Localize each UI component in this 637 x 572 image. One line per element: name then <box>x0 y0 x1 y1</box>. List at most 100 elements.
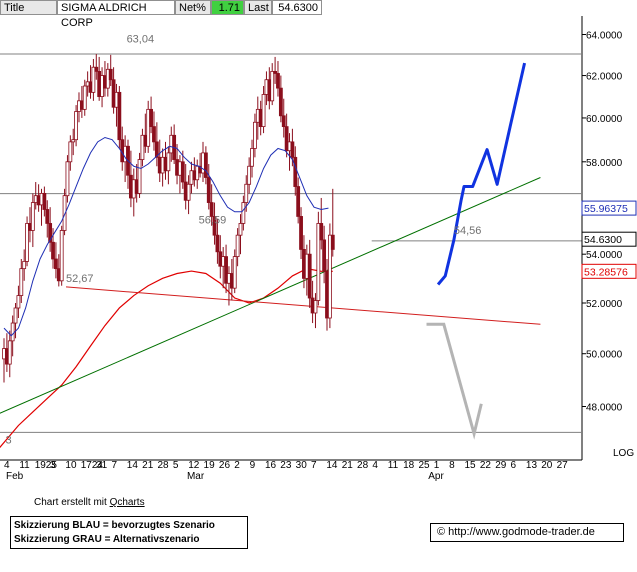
price-annotation: 3 <box>5 434 11 446</box>
candle-body <box>319 223 324 241</box>
candle-body <box>59 230 64 282</box>
candle-body <box>22 260 27 270</box>
credit-text: Chart erstellt mit <box>34 497 110 508</box>
candle-body <box>25 223 29 262</box>
candle-body <box>284 126 289 152</box>
x-day-label: 1724 <box>81 460 104 471</box>
candle-body <box>30 202 35 231</box>
scenario-legend: Skizzierung BLAU = bevorzugtes Szenario … <box>10 516 248 549</box>
x-day-label: 7 <box>311 460 317 471</box>
value-box-label: 53.28576 <box>584 266 628 278</box>
y-tick-label: 50.0000 <box>586 350 623 361</box>
x-day-label: 9 <box>250 460 256 471</box>
x-day-label: 14 <box>326 460 338 471</box>
candle-body <box>13 307 18 324</box>
candle-body <box>48 223 53 243</box>
candle-body <box>154 141 159 158</box>
y-tick-label: 52.0000 <box>586 299 623 310</box>
candle-body <box>74 111 78 141</box>
x-day-label: 13 <box>526 460 538 471</box>
header-title-value: SIGMA ALDRICH CORP <box>57 0 175 29</box>
candle-body <box>42 192 47 210</box>
x-day-label: 2 <box>234 460 240 471</box>
candle-body <box>253 121 257 149</box>
qcharts-link[interactable]: Qcharts <box>109 497 145 508</box>
candle-body <box>250 148 254 167</box>
x-day-label: 14 <box>127 460 139 471</box>
candle-body <box>244 183 249 203</box>
candle-body <box>215 234 220 253</box>
x-day-label: 26 <box>219 460 231 471</box>
candle-body <box>290 141 295 158</box>
x-day-label: 4 <box>372 460 378 471</box>
ma-long-line <box>0 268 333 448</box>
value-box <box>581 200 637 216</box>
legend-blue: Skizzierung BLAU = bevorzugtes Szenario <box>14 520 215 531</box>
x-day-label: 22 <box>480 460 492 471</box>
x-day-label: 28 <box>158 460 170 471</box>
candle-body <box>71 139 76 143</box>
price-annotation: 63,04 <box>127 34 155 46</box>
price-annotation: 56,59 <box>199 214 227 226</box>
candle-body <box>276 73 280 89</box>
x-day-label: 4 <box>4 460 10 471</box>
header-netpct-value: 1.71 <box>211 0 244 15</box>
x-day-label: 21 <box>142 460 154 471</box>
x-day-label: 1925 <box>35 460 58 471</box>
x-month-label: Feb <box>6 471 24 482</box>
price-chart: 48.000050.000052.000054.000056.000058.00… <box>0 16 637 482</box>
candle-body <box>82 85 87 110</box>
y-tick-label: 60.0000 <box>586 114 623 125</box>
candle-body <box>278 87 283 117</box>
candle-body <box>51 241 55 260</box>
x-day-label: 18 <box>403 460 415 471</box>
header-last-label: Last <box>244 0 272 15</box>
x-day-label: 29 <box>495 460 507 471</box>
price-annotation: 52,67 <box>66 273 94 285</box>
value-box-label: 55.96375 <box>584 203 628 215</box>
x-day-label: 16 <box>265 460 277 471</box>
value-box-label: 54.6300 <box>584 234 622 246</box>
y-tick-label: 62.0000 <box>586 72 623 83</box>
header-last-value: 54.6300 <box>272 0 322 15</box>
y-axis-scale-label: LOG <box>613 448 634 459</box>
x-day-label: 10 <box>65 460 77 471</box>
candle-body <box>91 66 96 93</box>
candle-body <box>296 186 301 217</box>
x-day-label: 11 <box>388 460 399 471</box>
x-day-label: 15 <box>465 460 477 471</box>
scenario-gray-line <box>426 322 483 440</box>
candle-body <box>7 340 12 365</box>
candle-body <box>166 152 171 172</box>
uptrend-line <box>0 177 541 414</box>
x-day-label: 8 <box>449 460 455 471</box>
x-day-label: 12 <box>188 460 200 471</box>
x-day-label: 7 <box>111 460 117 471</box>
candle-body <box>206 177 211 203</box>
legend-gray: Skizzierung GRAU = Alternativszenario <box>14 534 200 545</box>
candle-body <box>152 126 156 143</box>
candle-body <box>68 141 73 163</box>
candle-body <box>247 165 252 185</box>
candle-body <box>307 253 312 299</box>
candle-body <box>108 68 113 81</box>
candle-body <box>203 152 208 178</box>
copyright-link[interactable]: © http://www.godmode-trader.de <box>430 523 624 542</box>
candle-body <box>322 239 327 272</box>
candle-body <box>117 91 122 141</box>
candle-body <box>270 70 275 102</box>
x-day-label: 27 <box>557 460 569 471</box>
candle-body <box>62 195 67 231</box>
candle-body <box>212 216 217 236</box>
candle-body <box>65 161 70 197</box>
x-day-label: 20 <box>541 460 553 471</box>
value-box <box>581 263 637 279</box>
candle-body <box>209 202 214 217</box>
candle-body <box>10 322 15 342</box>
x-day-label: 5 <box>173 460 179 471</box>
x-day-label: 25 <box>418 460 430 471</box>
header-netpct-label: Net% <box>175 0 211 15</box>
candle-body <box>186 183 191 201</box>
header-title-label: Title <box>0 0 57 15</box>
candle-body <box>94 66 99 72</box>
